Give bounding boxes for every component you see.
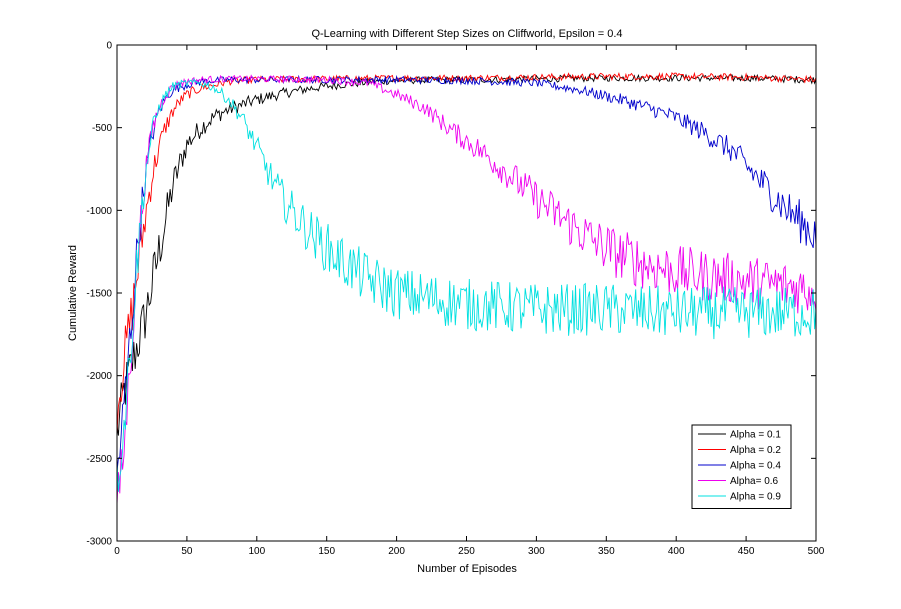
x-tick-label: 350 xyxy=(598,546,615,557)
x-axis-ticks: 0 50 100 150 200 250 300 350 400 450 500 xyxy=(114,45,825,557)
series-line-5 xyxy=(116,77,817,492)
legend-label: Alpha = 0.4 xyxy=(730,461,781,472)
y-tick-label: -2000 xyxy=(86,371,112,382)
legend-label: Alpha = 0.2 xyxy=(730,445,781,456)
y-tick-label: -2500 xyxy=(86,454,112,465)
x-tick-label: 100 xyxy=(248,546,265,557)
y-axis-ticks: 0 -500 -1000 -1500 -2000 -2500 -3000 xyxy=(86,41,816,548)
x-tick-label: 50 xyxy=(181,546,193,557)
y-tick-label: -500 xyxy=(92,123,112,134)
series-line-3 xyxy=(116,74,817,472)
y-axis-label: Cumulative Reward xyxy=(67,245,79,341)
x-tick-label: 300 xyxy=(528,546,545,557)
legend-box xyxy=(691,424,792,509)
chart-title: Q-Learning with Different Step Sizes on … xyxy=(311,28,622,40)
legend-label: Alpha = 0.1 xyxy=(730,430,781,441)
legend-label: Alpha = 0.9 xyxy=(730,492,781,503)
x-tick-label: 450 xyxy=(738,546,755,557)
x-tick-label: 250 xyxy=(458,546,475,557)
series-line-2 xyxy=(116,71,817,434)
y-tick-label: -1000 xyxy=(86,206,112,217)
y-tick-label: 0 xyxy=(106,41,112,52)
x-tick-label: 0 xyxy=(114,546,120,557)
x-tick-label: 150 xyxy=(318,546,335,557)
series-line-4 xyxy=(116,74,817,505)
x-axis-label: Number of Episodes xyxy=(417,563,517,575)
legend: Alpha = 0.1 Alpha = 0.2 Alpha = 0.4 Alpha= … xyxy=(691,424,792,509)
y-tick-label: -3000 xyxy=(86,537,112,548)
plot-lines xyxy=(116,71,817,505)
y-tick-label: -1500 xyxy=(86,289,112,300)
x-tick-label: 500 xyxy=(808,546,825,557)
legend-label: Alpha= 0.6 xyxy=(730,476,779,487)
x-tick-label: 400 xyxy=(668,546,685,557)
x-tick-label: 200 xyxy=(388,546,405,557)
